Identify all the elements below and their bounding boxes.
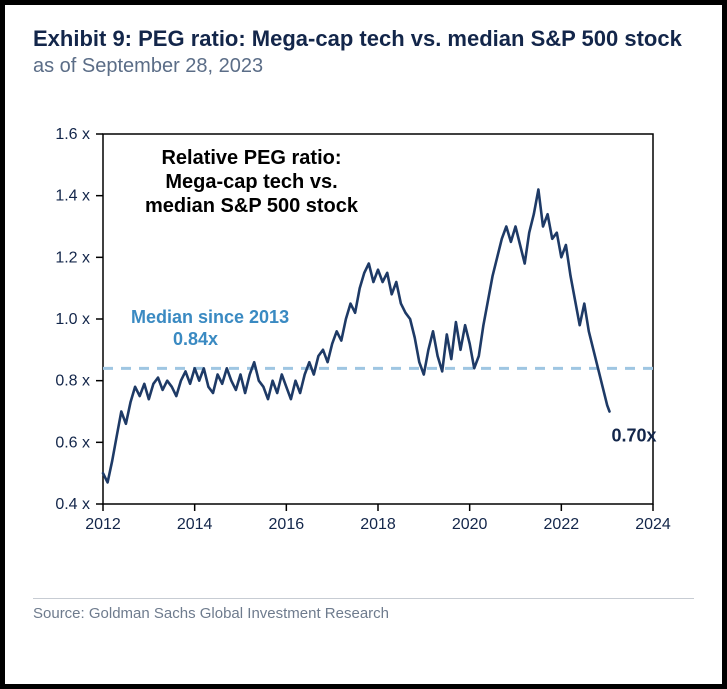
exhibit-title: Exhibit 9: PEG ratio: Mega-cap tech vs. … (33, 25, 694, 53)
svg-text:0.84x: 0.84x (173, 329, 218, 349)
svg-text:median S&P 500 stock: median S&P 500 stock (145, 195, 359, 217)
svg-text:2022: 2022 (544, 516, 580, 533)
svg-text:0.6 x: 0.6 x (55, 434, 90, 451)
svg-text:0.8 x: 0.8 x (55, 372, 90, 389)
svg-text:2014: 2014 (177, 516, 213, 533)
exhibit-subtitle: as of September 28, 2023 (33, 55, 694, 78)
svg-text:1.4 x: 1.4 x (55, 187, 90, 204)
svg-text:Median since 2013: Median since 2013 (131, 307, 289, 327)
peg-ratio-chart: 0.4 x 0.6 x 0.8 x 1.0 x 1.2 x 1.4 x 1.6 x 2012 2… (33, 104, 673, 584)
svg-text:Relative PEG ratio:: Relative PEG ratio: (161, 147, 341, 169)
svg-text:1.0 x: 1.0 x (55, 311, 90, 328)
svg-text:2018: 2018 (360, 516, 396, 533)
svg-text:2020: 2020 (452, 516, 488, 533)
svg-text:2012: 2012 (85, 516, 121, 533)
svg-text:1.2 x: 1.2 x (55, 249, 90, 266)
svg-text:1.6 x: 1.6 x (55, 126, 90, 143)
svg-text:0.70x: 0.70x (611, 425, 656, 445)
svg-text:Mega-cap tech vs.: Mega-cap tech vs. (165, 171, 337, 193)
source-line: Source: Goldman Sachs Global Investment … (33, 605, 694, 622)
source-divider (33, 598, 694, 599)
exhibit-frame: Exhibit 9: PEG ratio: Mega-cap tech vs. … (0, 0, 727, 689)
svg-text:2024: 2024 (635, 516, 671, 533)
svg-text:0.4 x: 0.4 x (55, 496, 90, 513)
svg-text:2016: 2016 (269, 516, 305, 533)
